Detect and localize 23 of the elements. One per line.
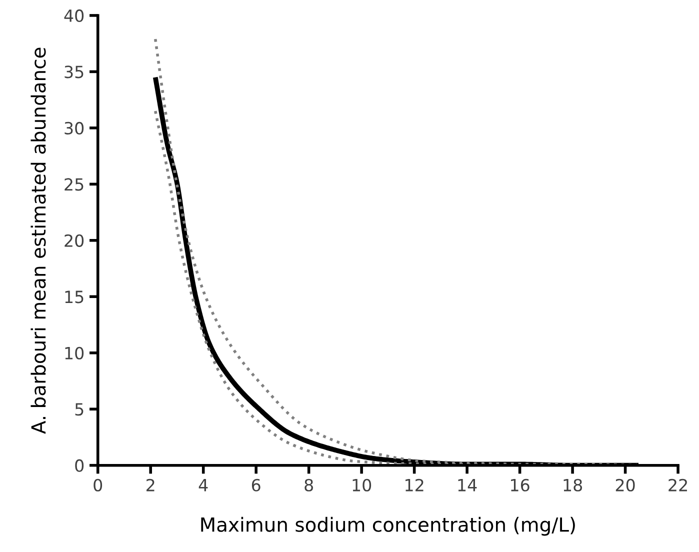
y-tick-label: 15 — [65, 290, 84, 304]
y-tick-label: 30 — [64, 122, 84, 134]
x-tick-label: 10 — [352, 478, 372, 492]
y-tick-label: 25 — [64, 178, 84, 191]
x-tick-label: 20 — [616, 478, 635, 492]
y-tick-label: 40 — [64, 9, 84, 22]
y-axis-title: A. barbouri mean estimated abundance — [30, 48, 46, 434]
x-tick-label: 22 — [668, 478, 687, 492]
y-tick-label: 20 — [64, 234, 84, 247]
x-tick-label: 0 — [94, 478, 102, 492]
y-tick-label: 5 — [75, 403, 84, 416]
y-tick-label: 0 — [75, 459, 84, 472]
x-tick-label: 14 — [458, 479, 477, 492]
y-tick-label: 35 — [64, 66, 84, 78]
x-tick-label: 4 — [198, 479, 208, 492]
x-tick-label: 2 — [146, 478, 154, 492]
x-tick-label: 6 — [252, 478, 260, 492]
x-tick-label: 12 — [406, 478, 424, 492]
y-tick-label: 10 — [65, 346, 84, 360]
x-tick-label: 18 — [564, 478, 582, 492]
x-axis-title: Maximun sodium concentration (mg/L) — [201, 516, 575, 536]
x-tick-label: 16 — [511, 478, 530, 492]
x-tick-label: 8 — [304, 478, 313, 492]
